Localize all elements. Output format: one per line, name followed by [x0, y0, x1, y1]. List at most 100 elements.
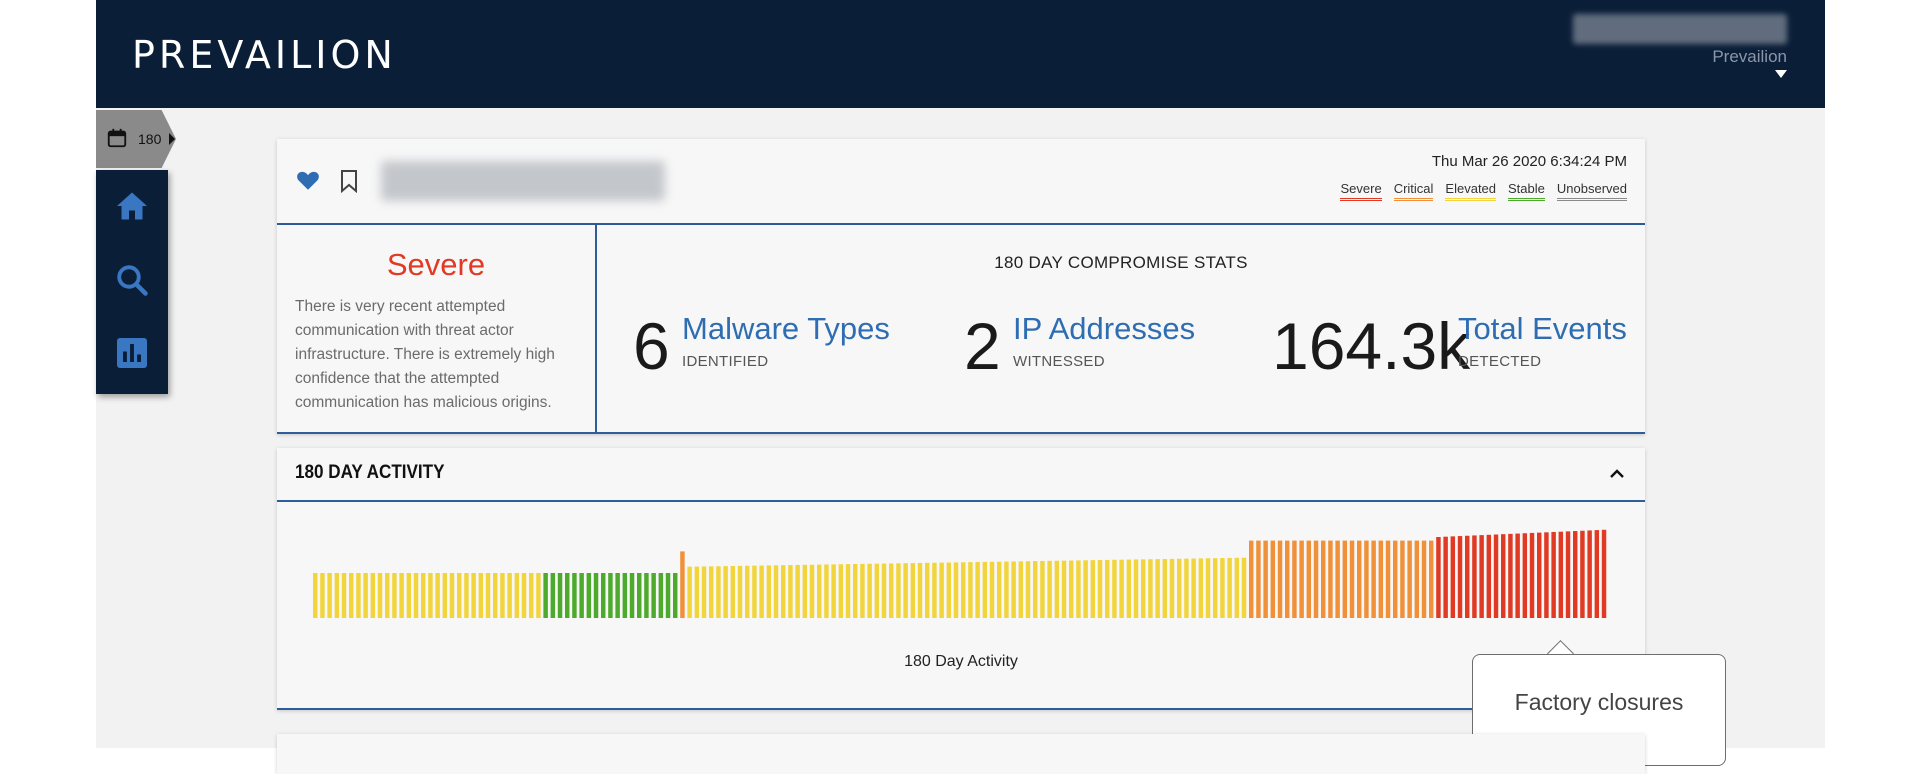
activity-bar-elevated[interactable]: [1054, 560, 1060, 618]
activity-bar-severe[interactable]: [1472, 535, 1477, 618]
activity-bar-elevated[interactable]: [377, 573, 383, 618]
activity-bar-elevated[interactable]: [349, 573, 354, 618]
activity-bar-critical[interactable]: [1429, 540, 1434, 618]
activity-bar-severe[interactable]: [1457, 536, 1463, 618]
activity-bar-stable[interactable]: [586, 573, 592, 618]
caret-down-icon[interactable]: [1775, 70, 1787, 78]
activity-bar-elevated[interactable]: [421, 573, 426, 618]
activity-bar-elevated[interactable]: [845, 564, 851, 618]
activity-bar-elevated[interactable]: [867, 563, 872, 618]
activity-bar-severe[interactable]: [1465, 535, 1470, 618]
activity-bar-elevated[interactable]: [982, 561, 988, 618]
activity-bar-elevated[interactable]: [1220, 558, 1225, 618]
activity-bar-critical[interactable]: [1393, 540, 1398, 618]
activity-bar-critical[interactable]: [1328, 540, 1333, 618]
activity-bar-severe[interactable]: [1551, 531, 1556, 618]
activity-bar-severe[interactable]: [1443, 536, 1448, 618]
activity-bar-elevated[interactable]: [752, 565, 757, 618]
activity-bar-critical[interactable]: [1321, 540, 1326, 618]
activity-bar-stable[interactable]: [608, 573, 613, 618]
activity-bar-stable[interactable]: [637, 573, 642, 618]
activity-bar-critical[interactable]: [1400, 540, 1405, 618]
activity-bar-stable[interactable]: [543, 573, 548, 618]
activity-bar-elevated[interactable]: [406, 573, 412, 618]
activity-bar-elevated[interactable]: [1040, 560, 1045, 618]
activity-bar-elevated[interactable]: [817, 564, 822, 618]
activity-bar-elevated[interactable]: [701, 566, 707, 618]
activity-bar-elevated[interactable]: [1162, 558, 1168, 618]
activity-bar-elevated[interactable]: [860, 563, 865, 618]
activity-bar-elevated[interactable]: [356, 573, 361, 618]
activity-bar-elevated[interactable]: [853, 564, 858, 618]
activity-bar-elevated[interactable]: [457, 573, 462, 618]
activity-bar-elevated[interactable]: [442, 573, 448, 618]
activity-bar-elevated[interactable]: [449, 573, 455, 618]
legend-critical[interactable]: Critical: [1393, 181, 1434, 201]
activity-bar-severe[interactable]: [1580, 530, 1585, 618]
activity-bar-elevated[interactable]: [313, 573, 318, 618]
activity-bar-stable[interactable]: [622, 573, 628, 618]
activity-bar-elevated[interactable]: [1126, 559, 1132, 618]
activity-bar-critical[interactable]: [1256, 540, 1261, 618]
activity-bar-elevated[interactable]: [759, 565, 764, 618]
activity-bar-severe[interactable]: [1450, 536, 1456, 618]
user-menu-label[interactable]: Prevailion: [1712, 47, 1787, 66]
activity-bar-elevated[interactable]: [809, 564, 815, 618]
activity-bar-severe[interactable]: [1587, 530, 1592, 618]
activity-bar-critical[interactable]: [1292, 540, 1297, 618]
activity-bar-elevated[interactable]: [709, 566, 714, 618]
activity-bar-critical[interactable]: [1313, 540, 1319, 618]
activity-bar-elevated[interactable]: [917, 562, 923, 618]
activity-bar-elevated[interactable]: [1025, 561, 1031, 618]
activity-bar-elevated[interactable]: [802, 564, 808, 618]
activity-bar-elevated[interactable]: [997, 561, 1002, 618]
activity-bar-critical[interactable]: [1306, 540, 1312, 618]
activity-bar-severe[interactable]: [1544, 532, 1549, 618]
activity-bar-elevated[interactable]: [1205, 558, 1211, 618]
activity-bar-elevated[interactable]: [989, 561, 995, 618]
legend-elevated[interactable]: Elevated: [1445, 181, 1497, 201]
activity-bar-elevated[interactable]: [874, 563, 880, 618]
activity-bar-severe[interactable]: [1486, 534, 1492, 618]
activity-bar-critical[interactable]: [1299, 540, 1304, 618]
activity-bar-elevated[interactable]: [334, 573, 340, 618]
activity-bar-elevated[interactable]: [881, 563, 887, 618]
activity-bar-stable[interactable]: [550, 573, 556, 618]
activity-bar-elevated[interactable]: [536, 573, 541, 618]
activity-bar-stable[interactable]: [629, 573, 635, 618]
activity-bar-elevated[interactable]: [320, 573, 325, 618]
activity-bar-elevated[interactable]: [399, 573, 404, 618]
legend-severe[interactable]: Severe: [1340, 181, 1382, 201]
activity-bar-stable[interactable]: [572, 573, 577, 618]
home-icon[interactable]: [114, 188, 150, 224]
activity-bar-elevated[interactable]: [1141, 559, 1146, 618]
stat-label-link[interactable]: Total Events: [1458, 311, 1627, 346]
date-range-selector[interactable]: 180: [96, 110, 176, 168]
activity-bar-elevated[interactable]: [529, 573, 534, 618]
activity-bar-elevated[interactable]: [687, 566, 692, 618]
activity-bar-severe[interactable]: [1558, 531, 1564, 618]
activity-bar-elevated[interactable]: [1033, 561, 1038, 618]
activity-bar-elevated[interactable]: [961, 562, 966, 618]
activity-bar-critical[interactable]: [1378, 540, 1384, 618]
activity-bar-elevated[interactable]: [493, 573, 498, 618]
activity-bar-critical[interactable]: [680, 551, 685, 618]
activity-bar-elevated[interactable]: [435, 573, 440, 618]
activity-bar-elevated[interactable]: [1227, 557, 1232, 618]
activity-bar-elevated[interactable]: [341, 573, 347, 618]
activity-bar-elevated[interactable]: [1241, 557, 1247, 618]
activity-bar-elevated[interactable]: [1191, 558, 1196, 618]
activity-bar-elevated[interactable]: [507, 573, 512, 618]
activity-bar-severe[interactable]: [1565, 531, 1571, 618]
chevron-up-icon[interactable]: [1607, 464, 1627, 484]
stat-label-link[interactable]: Malware Types: [682, 311, 890, 346]
activity-bar-elevated[interactable]: [766, 565, 772, 618]
activity-bar-elevated[interactable]: [478, 573, 484, 618]
activity-bar-elevated[interactable]: [946, 562, 952, 618]
activity-bar-stable[interactable]: [665, 573, 671, 618]
activity-bar-stable[interactable]: [557, 573, 563, 618]
activity-bar-severe[interactable]: [1493, 534, 1499, 619]
activity-bar-severe[interactable]: [1436, 537, 1441, 618]
activity-bar-elevated[interactable]: [1047, 560, 1052, 618]
legend-stable[interactable]: Stable: [1508, 181, 1545, 201]
